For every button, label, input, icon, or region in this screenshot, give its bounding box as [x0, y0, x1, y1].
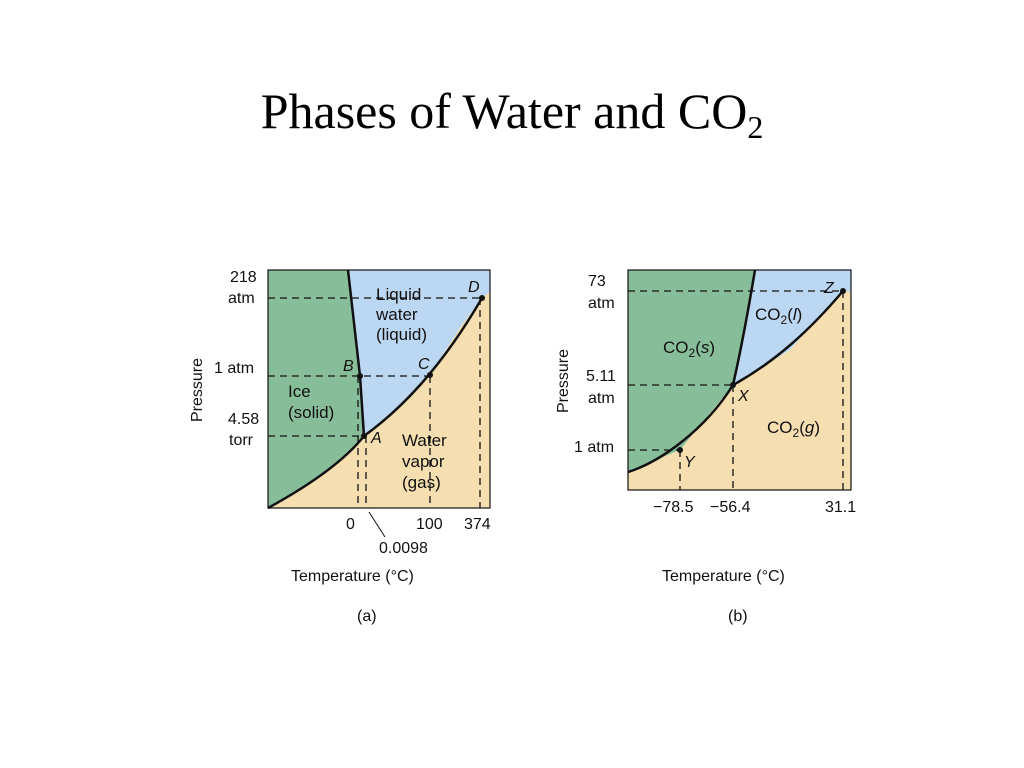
panel-a-point-a-label: A — [370, 430, 382, 447]
panel-b-point-x-label: X — [737, 388, 750, 405]
panel-b-xtick-311: 31.1 — [825, 499, 856, 516]
panel-b-ytick-73-line2: atm — [588, 295, 615, 312]
panel-a-water: A B C D Liquid water (liquid) Ice (solid… — [189, 269, 491, 625]
panel-b-point-y-marker — [677, 447, 683, 453]
panel-b-point-z-label: Z — [823, 280, 835, 297]
panel-a-xtick-0: 0 — [346, 516, 355, 533]
panel-a-frame — [267, 269, 491, 509]
panel-a-gas-region — [268, 292, 490, 508]
panel-b-caption: (b) — [728, 608, 748, 625]
panel-a-caption: (a) — [357, 608, 377, 625]
panel-a-xtick-100: 100 — [416, 516, 443, 533]
panel-a-xtick-00098: 0.0098 — [379, 540, 428, 557]
panel-a-00098-leader — [368, 511, 386, 538]
panel-b-gas-open: ( — [799, 418, 805, 437]
panel-a-y-axis-label: Pressure — [189, 358, 206, 422]
panel-b-xtick-564: −56.4 — [710, 499, 751, 516]
title-subscript: 2 — [747, 109, 764, 145]
panel-b-ytick-511-line1: 5.11 — [586, 368, 616, 385]
panel-b-solid-state: s — [701, 338, 710, 357]
panel-a-ytick-1atm: 1 atm — [214, 360, 254, 377]
panel-a-gas-label-3: (gas) — [402, 473, 441, 492]
panel-b-x-axis-label: Temperature (°C) — [662, 568, 785, 585]
panel-a-ytick-458-line2: torr — [229, 432, 254, 449]
panel-a-gas-label-1: Water — [402, 431, 447, 450]
panel-b-gas-co: CO — [767, 418, 793, 437]
panel-b-ytick-1atm: 1 atm — [574, 439, 614, 456]
panel-b-melting-curve — [731, 269, 757, 386]
panel-b-vaporization-curve — [732, 290, 844, 387]
panel-a-sublimation-curve — [267, 435, 365, 510]
panel-b-liquid-state: l — [793, 305, 798, 324]
panel-b-liquid-label: CO2(l) — [755, 305, 802, 327]
panel-b-point-y-label: Y — [684, 454, 696, 471]
panel-a-liquid-label-2: water — [375, 305, 418, 324]
panel-a-ytick-218-line2: atm — [228, 290, 255, 307]
panel-b-liquid-region — [733, 270, 851, 385]
panel-b-liquid-open: ( — [787, 305, 793, 324]
panel-b-point-z-marker — [840, 288, 846, 294]
panel-a-x-axis-label: Temperature (°C) — [291, 568, 414, 585]
slide-title: Phases of Water and CO2 — [0, 82, 1024, 146]
panel-a-liquid-label-1: Liquid — [376, 285, 421, 304]
panel-b-liquid-sub: 2 — [781, 313, 788, 327]
panel-a-solid-label-1: Ice — [288, 382, 311, 401]
panel-b-gas-close: ) — [814, 418, 820, 437]
panel-b-liquid-close: ) — [797, 305, 803, 324]
panel-b-gas-state: g — [805, 418, 815, 437]
panel-a-xtick-374: 374 — [464, 516, 491, 533]
panel-b-ytick-73-line1: 73 — [588, 273, 606, 290]
panel-b-liquid-co: CO — [755, 305, 781, 324]
panel-b-gas-label: CO2(g) — [767, 418, 820, 440]
panel-a-ytick-218-line1: 218 — [230, 269, 257, 286]
panel-a-point-b-label: B — [343, 358, 354, 375]
panel-b-solid-sub: 2 — [689, 346, 696, 360]
title-main: Phases of Water and CO — [260, 83, 748, 139]
panel-b-y-axis-label: Pressure — [555, 349, 572, 413]
panel-a-solid-region — [268, 270, 364, 508]
panel-b-solid-open: ( — [695, 338, 701, 357]
panel-a-point-a-marker — [361, 433, 367, 439]
panel-a-liquid-region — [348, 270, 490, 436]
panel-b-solid-label: CO2(s) — [663, 338, 715, 360]
panel-a-liquid-label-3: (liquid) — [376, 325, 427, 344]
panel-b-gas-region — [628, 291, 851, 490]
panel-b-solid-close: ) — [709, 338, 715, 357]
panel-b-solid-co: CO — [663, 338, 689, 357]
panel-b-ytick-511-line2: atm — [588, 390, 615, 407]
panel-a-gas-label-2: vapor — [402, 452, 445, 471]
panel-b-gas-sub: 2 — [793, 426, 800, 440]
panel-b-point-x-marker — [730, 382, 736, 388]
panel-a-point-b-marker — [357, 373, 363, 379]
panel-a-solid-label-2: (solid) — [288, 403, 334, 422]
panel-a-vaporization-curve — [363, 297, 484, 438]
panel-a-point-c-marker — [427, 372, 433, 378]
panel-a-point-d-marker — [479, 295, 485, 301]
panel-b-sublimation-curve — [627, 384, 735, 474]
panel-b-frame — [627, 269, 852, 491]
panel-b-solid-region — [628, 270, 755, 472]
panel-a-ytick-458-line1: 4.58 — [228, 411, 259, 428]
panel-a-point-c-label: C — [418, 356, 430, 373]
panel-b-xtick-785: −78.5 — [653, 499, 694, 516]
panel-b-co2: X Y Z CO2(s) CO2(l) CO2(g) 73 atm 5.11 a… — [555, 269, 856, 625]
panel-a-point-d-label: D — [468, 279, 480, 296]
